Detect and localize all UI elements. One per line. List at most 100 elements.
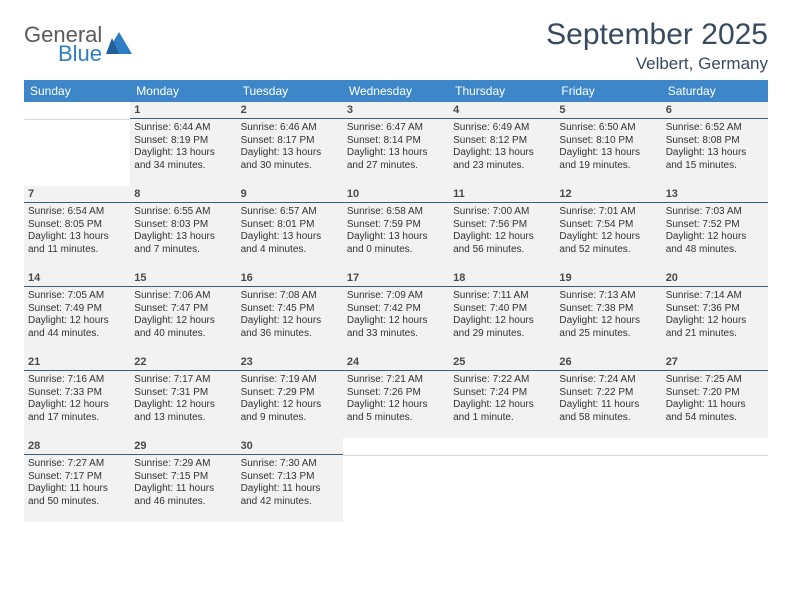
sunset-text: Sunset: 7:54 PM bbox=[559, 219, 657, 232]
daylight-text-2: and 25 minutes. bbox=[559, 328, 657, 341]
day-body: Sunrise: 6:47 AMSunset: 8:14 PMDaylight:… bbox=[343, 119, 449, 176]
calendar-cell: 1Sunrise: 6:44 AMSunset: 8:19 PMDaylight… bbox=[130, 102, 236, 186]
daylight-text-2: and 9 minutes. bbox=[241, 412, 339, 425]
calendar-cell: 22Sunrise: 7:17 AMSunset: 7:31 PMDayligh… bbox=[130, 354, 236, 438]
sunset-text: Sunset: 7:13 PM bbox=[241, 471, 339, 484]
day-body: Sunrise: 7:09 AMSunset: 7:42 PMDaylight:… bbox=[343, 287, 449, 344]
calendar-cell bbox=[555, 438, 661, 522]
sunset-text: Sunset: 7:40 PM bbox=[453, 303, 551, 316]
daylight-text-2: and 30 minutes. bbox=[241, 160, 339, 173]
daylight-text-1: Daylight: 13 hours bbox=[347, 147, 445, 160]
daylight-text-2: and 0 minutes. bbox=[347, 244, 445, 257]
sunset-text: Sunset: 7:20 PM bbox=[666, 387, 764, 400]
sunset-text: Sunset: 7:24 PM bbox=[453, 387, 551, 400]
calendar-cell: 13Sunrise: 7:03 AMSunset: 7:52 PMDayligh… bbox=[662, 186, 768, 270]
location: Velbert, Germany bbox=[546, 54, 768, 74]
calendar-cell: 8Sunrise: 6:55 AMSunset: 8:03 PMDaylight… bbox=[130, 186, 236, 270]
day-number: 8 bbox=[130, 186, 236, 203]
calendar-week-row: 21Sunrise: 7:16 AMSunset: 7:33 PMDayligh… bbox=[24, 354, 768, 438]
daylight-text-2: and 54 minutes. bbox=[666, 412, 764, 425]
day-body: Sunrise: 6:58 AMSunset: 7:59 PMDaylight:… bbox=[343, 203, 449, 260]
calendar-cell: 28Sunrise: 7:27 AMSunset: 7:17 PMDayligh… bbox=[24, 438, 130, 522]
daylight-text-1: Daylight: 12 hours bbox=[453, 231, 551, 244]
day-number bbox=[343, 438, 449, 456]
daylight-text-2: and 19 minutes. bbox=[559, 160, 657, 173]
title-block: September 2025 Velbert, Germany bbox=[546, 18, 768, 74]
weekday-header-row: Sunday Monday Tuesday Wednesday Thursday… bbox=[24, 80, 768, 102]
calendar-cell: 14Sunrise: 7:05 AMSunset: 7:49 PMDayligh… bbox=[24, 270, 130, 354]
weekday-header: Monday bbox=[130, 80, 236, 102]
calendar-cell: 20Sunrise: 7:14 AMSunset: 7:36 PMDayligh… bbox=[662, 270, 768, 354]
sunrise-text: Sunrise: 6:55 AM bbox=[134, 206, 232, 219]
sunset-text: Sunset: 8:17 PM bbox=[241, 135, 339, 148]
sunset-text: Sunset: 8:08 PM bbox=[666, 135, 764, 148]
sunset-text: Sunset: 7:47 PM bbox=[134, 303, 232, 316]
sunrise-text: Sunrise: 7:22 AM bbox=[453, 374, 551, 387]
sunset-text: Sunset: 8:12 PM bbox=[453, 135, 551, 148]
calendar-cell bbox=[662, 438, 768, 522]
daylight-text-1: Daylight: 11 hours bbox=[559, 399, 657, 412]
sunrise-text: Sunrise: 6:44 AM bbox=[134, 122, 232, 135]
calendar-cell: 19Sunrise: 7:13 AMSunset: 7:38 PMDayligh… bbox=[555, 270, 661, 354]
day-number: 18 bbox=[449, 270, 555, 287]
sunset-text: Sunset: 7:38 PM bbox=[559, 303, 657, 316]
day-number: 30 bbox=[237, 438, 343, 455]
calendar-week-row: 14Sunrise: 7:05 AMSunset: 7:49 PMDayligh… bbox=[24, 270, 768, 354]
weekday-header: Saturday bbox=[662, 80, 768, 102]
daylight-text-2: and 58 minutes. bbox=[559, 412, 657, 425]
sunrise-text: Sunrise: 7:30 AM bbox=[241, 458, 339, 471]
daylight-text-2: and 1 minute. bbox=[453, 412, 551, 425]
day-number: 19 bbox=[555, 270, 661, 287]
daylight-text-2: and 29 minutes. bbox=[453, 328, 551, 341]
sunrise-text: Sunrise: 7:05 AM bbox=[28, 290, 126, 303]
sunrise-text: Sunrise: 7:14 AM bbox=[666, 290, 764, 303]
daylight-text-2: and 34 minutes. bbox=[134, 160, 232, 173]
weekday-header: Thursday bbox=[449, 80, 555, 102]
daylight-text-2: and 5 minutes. bbox=[347, 412, 445, 425]
daylight-text-1: Daylight: 12 hours bbox=[347, 315, 445, 328]
daylight-text-1: Daylight: 13 hours bbox=[28, 231, 126, 244]
daylight-text-2: and 4 minutes. bbox=[241, 244, 339, 257]
day-number: 1 bbox=[130, 102, 236, 119]
calendar-cell: 30Sunrise: 7:30 AMSunset: 7:13 PMDayligh… bbox=[237, 438, 343, 522]
daylight-text-1: Daylight: 12 hours bbox=[28, 399, 126, 412]
sunrise-text: Sunrise: 6:52 AM bbox=[666, 122, 764, 135]
sunrise-text: Sunrise: 7:29 AM bbox=[134, 458, 232, 471]
day-body: Sunrise: 6:55 AMSunset: 8:03 PMDaylight:… bbox=[130, 203, 236, 260]
day-number: 3 bbox=[343, 102, 449, 119]
header: General Blue September 2025 Velbert, Ger… bbox=[24, 18, 768, 74]
daylight-text-1: Daylight: 12 hours bbox=[666, 231, 764, 244]
logo-blue: Blue bbox=[58, 43, 102, 65]
sunset-text: Sunset: 8:01 PM bbox=[241, 219, 339, 232]
daylight-text-2: and 40 minutes. bbox=[134, 328, 232, 341]
daylight-text-2: and 56 minutes. bbox=[453, 244, 551, 257]
calendar-cell: 2Sunrise: 6:46 AMSunset: 8:17 PMDaylight… bbox=[237, 102, 343, 186]
day-body: Sunrise: 7:13 AMSunset: 7:38 PMDaylight:… bbox=[555, 287, 661, 344]
calendar-cell: 21Sunrise: 7:16 AMSunset: 7:33 PMDayligh… bbox=[24, 354, 130, 438]
daylight-text-1: Daylight: 13 hours bbox=[134, 147, 232, 160]
day-body: Sunrise: 7:27 AMSunset: 7:17 PMDaylight:… bbox=[24, 455, 130, 512]
sunset-text: Sunset: 7:31 PM bbox=[134, 387, 232, 400]
daylight-text-2: and 23 minutes. bbox=[453, 160, 551, 173]
daylight-text-1: Daylight: 12 hours bbox=[28, 315, 126, 328]
day-number: 10 bbox=[343, 186, 449, 203]
day-body: Sunrise: 6:54 AMSunset: 8:05 PMDaylight:… bbox=[24, 203, 130, 260]
sunset-text: Sunset: 7:15 PM bbox=[134, 471, 232, 484]
calendar-cell: 24Sunrise: 7:21 AMSunset: 7:26 PMDayligh… bbox=[343, 354, 449, 438]
daylight-text-1: Daylight: 12 hours bbox=[134, 399, 232, 412]
sunset-text: Sunset: 7:52 PM bbox=[666, 219, 764, 232]
daylight-text-2: and 7 minutes. bbox=[134, 244, 232, 257]
sunset-text: Sunset: 7:29 PM bbox=[241, 387, 339, 400]
daylight-text-1: Daylight: 11 hours bbox=[134, 483, 232, 496]
calendar-cell: 4Sunrise: 6:49 AMSunset: 8:12 PMDaylight… bbox=[449, 102, 555, 186]
weekday-header: Sunday bbox=[24, 80, 130, 102]
day-number: 11 bbox=[449, 186, 555, 203]
sunset-text: Sunset: 7:56 PM bbox=[453, 219, 551, 232]
day-body: Sunrise: 7:11 AMSunset: 7:40 PMDaylight:… bbox=[449, 287, 555, 344]
day-number: 15 bbox=[130, 270, 236, 287]
day-number: 28 bbox=[24, 438, 130, 455]
day-number: 9 bbox=[237, 186, 343, 203]
daylight-text-1: Daylight: 12 hours bbox=[453, 315, 551, 328]
day-body: Sunrise: 7:17 AMSunset: 7:31 PMDaylight:… bbox=[130, 371, 236, 428]
sunrise-text: Sunrise: 6:47 AM bbox=[347, 122, 445, 135]
